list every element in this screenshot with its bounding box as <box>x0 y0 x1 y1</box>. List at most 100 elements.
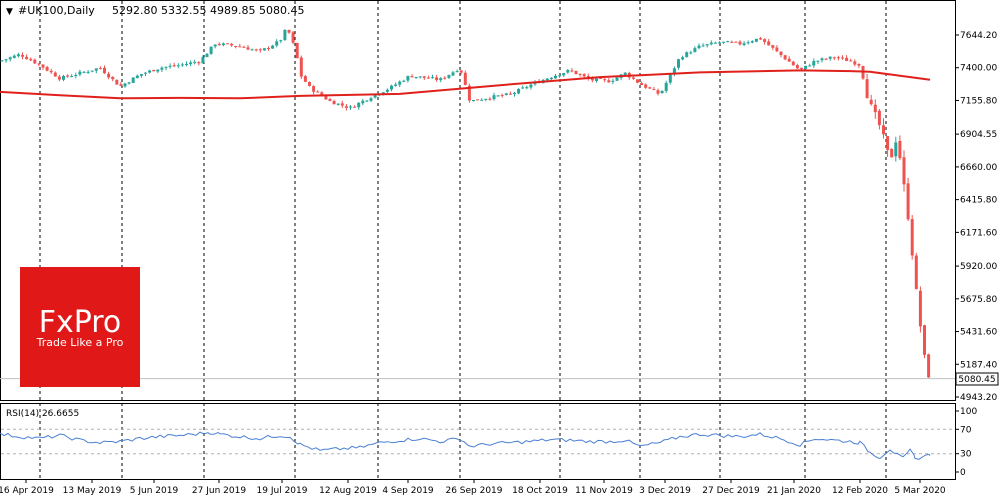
candle-body <box>718 42 721 44</box>
candle-body <box>738 41 742 45</box>
candle-body <box>914 255 918 289</box>
candle-body <box>459 70 463 73</box>
candle-body <box>886 136 890 150</box>
candle-body <box>664 82 668 91</box>
candle-body <box>578 73 582 75</box>
header-arrow[interactable]: ▼ <box>6 7 13 17</box>
candle-body <box>595 78 598 81</box>
candle-body <box>226 43 229 45</box>
candle-body <box>443 77 447 79</box>
candle-body <box>615 77 619 81</box>
candle-body <box>812 60 816 66</box>
candles-group <box>0 29 931 378</box>
candle-body <box>689 52 693 54</box>
candle-body <box>808 65 812 67</box>
candle-body <box>176 65 180 67</box>
rsi-tick-label: 30 <box>960 450 972 460</box>
time-tick-label: 27 Dec 2019 <box>702 486 760 496</box>
time-tick-label: 5 Mar 2020 <box>894 486 946 496</box>
candle-body <box>250 49 254 51</box>
candle-body <box>410 76 414 78</box>
candle-body <box>554 75 557 79</box>
candle-body <box>435 77 439 81</box>
candle-body <box>504 93 508 96</box>
candle-body <box>283 29 287 40</box>
candle-body <box>414 76 418 78</box>
candle-body <box>49 70 53 73</box>
candle-body <box>517 88 521 94</box>
candle-body <box>279 40 283 42</box>
candle-body <box>111 76 115 80</box>
candle-body <box>21 54 24 57</box>
candle-body <box>418 76 422 78</box>
candle-body <box>312 86 316 92</box>
candle-body <box>353 106 357 108</box>
time-tick-label: 16 Apr 2019 <box>0 486 54 496</box>
candle-body <box>467 85 471 101</box>
time-tick-label: 4 Sep 2019 <box>382 486 434 496</box>
price-tick-label: 6904.55 <box>960 130 997 140</box>
candle-body <box>131 77 135 83</box>
candle-body <box>185 63 188 65</box>
candle-body <box>78 71 82 75</box>
time-tick-label: 26 Sep 2019 <box>445 486 502 496</box>
rsi-line <box>0 431 931 460</box>
candle-body <box>869 99 873 105</box>
candle-body <box>98 67 102 69</box>
candle-body <box>70 76 74 78</box>
candle-body <box>340 103 344 106</box>
rsi-panel-border <box>0 403 956 480</box>
logo-tagline: Trade Like a Pro <box>36 336 124 349</box>
time-tick-label: 19 Jul 2019 <box>257 486 308 496</box>
candle-body <box>324 95 328 100</box>
candle-body <box>709 42 713 45</box>
rsi-tick-label: 100 <box>960 407 977 417</box>
candle-body <box>623 72 627 76</box>
price-tick-label: 7644.20 <box>960 31 997 41</box>
candle-body <box>750 41 754 43</box>
candle-body <box>180 64 184 66</box>
candle-body <box>115 79 119 85</box>
candle-body <box>865 79 869 99</box>
rsi-tick-label: 70 <box>960 425 972 435</box>
candle-body <box>804 65 808 69</box>
current-price-box <box>955 372 999 386</box>
candle-body <box>0 60 4 62</box>
candle-body <box>394 84 398 86</box>
candle-body <box>258 49 262 51</box>
candle-body <box>426 77 430 79</box>
candle-body <box>677 59 680 68</box>
candle-body <box>74 74 78 76</box>
candle-body <box>262 48 266 51</box>
candle-body <box>242 46 246 48</box>
candle-body <box>562 73 566 76</box>
candle-body <box>123 83 127 87</box>
rsi-tick-label: 0 <box>960 468 966 478</box>
candle-body <box>189 62 193 65</box>
candle-body <box>447 74 451 78</box>
candle-body <box>857 63 861 66</box>
candle-body <box>332 100 336 105</box>
candle-body <box>697 45 701 49</box>
candle-body <box>287 29 291 33</box>
candle-body <box>406 76 410 81</box>
candle-body <box>927 354 931 378</box>
candle-body <box>320 92 324 96</box>
candle-body <box>45 67 49 71</box>
candle-body <box>213 44 217 47</box>
candle-body <box>521 87 525 89</box>
time-tick-label: 18 Oct 2019 <box>512 486 568 496</box>
candle-body <box>492 95 496 100</box>
moving-average-line <box>0 69 931 100</box>
candle-body <box>172 65 176 67</box>
candle-body <box>451 72 455 76</box>
candle-body <box>439 78 443 81</box>
candle-body <box>795 65 799 69</box>
rsi-axis: 100 70 30 0 <box>955 407 977 478</box>
candle-body <box>373 94 377 98</box>
candle-body <box>303 76 307 82</box>
candle-body <box>209 46 213 54</box>
candle-body <box>299 57 303 77</box>
